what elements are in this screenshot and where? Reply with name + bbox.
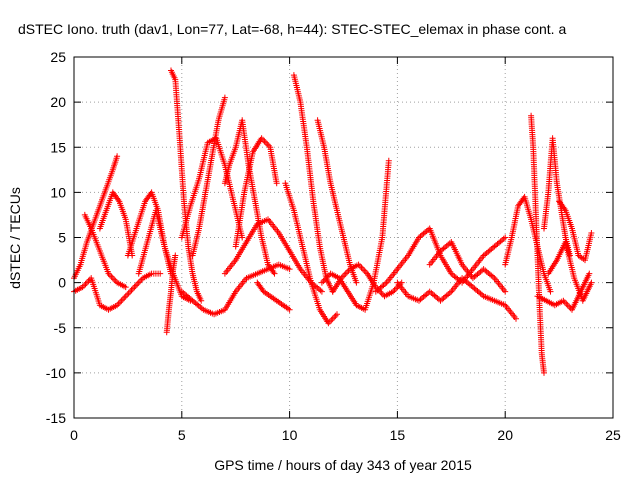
y-tick-label: -15 (46, 410, 66, 426)
x-tick-label: 5 (178, 427, 186, 443)
x-tick-label: 20 (497, 427, 513, 443)
x-axis-ticks: 0 5 10 15 20 25 (70, 57, 621, 443)
data-points (71, 67, 595, 376)
y-tick-label: 15 (50, 139, 66, 155)
y-tick-label: 25 (50, 49, 66, 65)
series-markers (372, 225, 509, 295)
series-markers (528, 112, 547, 376)
y-tick-label: 5 (58, 230, 66, 246)
y-axis-ticks: -15 -10 -5 0 5 10 15 20 25 (46, 49, 613, 426)
series-markers (189, 94, 228, 259)
chart-title: dSTEC Iono. truth (dav1, Lon=77, Lat=-68… (18, 21, 566, 37)
series-markers (329, 261, 405, 300)
series-markers (254, 279, 293, 313)
series-markers (314, 117, 360, 286)
x-tick-label: 10 (282, 427, 298, 443)
y-tick-label: -10 (46, 365, 66, 381)
series-markers (163, 252, 179, 336)
y-tick-label: 0 (58, 275, 66, 291)
series-markers (81, 211, 129, 291)
x-tick-label: 0 (70, 427, 78, 443)
series-markers (232, 135, 280, 250)
series-markers (534, 270, 593, 313)
series-markers (426, 239, 509, 295)
series-markers (135, 207, 194, 304)
series-markers (541, 135, 573, 259)
series-markers (178, 261, 293, 318)
series-markers (221, 117, 278, 277)
y-tick-label: -5 (54, 320, 67, 336)
series-markers (71, 270, 164, 313)
x-axis-label: GPS time / hours of day 343 of year 2015 (214, 457, 472, 473)
series-markers (71, 153, 121, 282)
series-markers (394, 275, 519, 322)
y-axis-label: dSTEC / TECUs (7, 187, 23, 289)
x-tick-label: 15 (390, 427, 406, 443)
x-tick-label: 25 (605, 427, 621, 443)
series-markers (556, 198, 595, 264)
series-markers (545, 239, 595, 304)
series-markers (290, 72, 336, 295)
y-tick-label: 10 (50, 184, 66, 200)
series-markers (282, 180, 340, 327)
y-tick-label: 20 (50, 94, 66, 110)
